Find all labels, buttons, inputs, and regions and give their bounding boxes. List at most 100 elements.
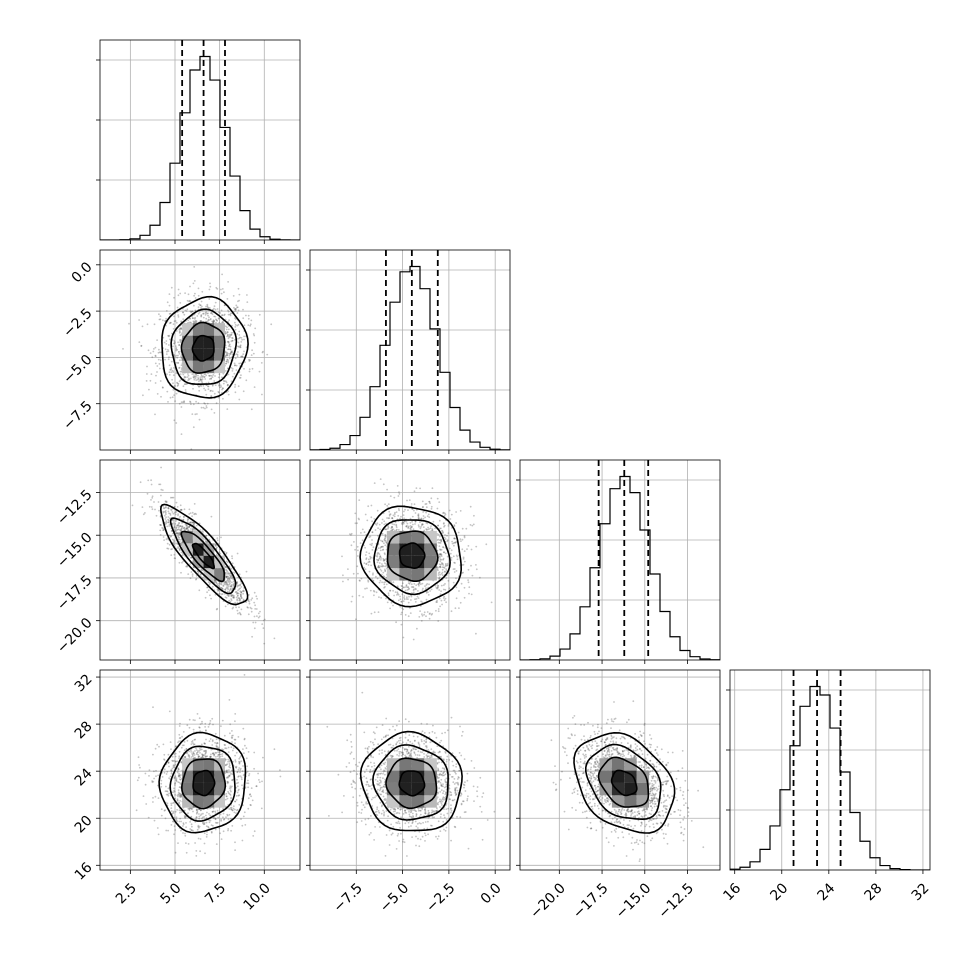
density-cell (624, 770, 637, 783)
density-cell (192, 782, 204, 796)
ytick-label-1-0: −7.5 (60, 398, 95, 433)
panel-frame-3-1 (309, 669, 511, 871)
panel-2-0: −20.0−17.5−15.0−12.5 (54, 459, 301, 664)
xtick-label-3-1: 20 (767, 880, 791, 904)
density-cell (182, 360, 193, 374)
density-cell (424, 555, 437, 569)
panel-frame-2-0 (99, 459, 301, 661)
panel-1-1 (306, 249, 511, 454)
density-cell (203, 782, 215, 796)
contour-3-0-3 (158, 731, 247, 834)
density-cell (203, 568, 215, 581)
density-cell (203, 360, 215, 374)
density-cell (386, 782, 400, 796)
density-cell (203, 348, 215, 361)
xtick-label-2-3: −12.5 (655, 880, 697, 922)
contour-2-1-2 (373, 519, 451, 596)
contour-3-2-3 (573, 731, 676, 834)
panel-frame-2-2 (519, 459, 721, 661)
xtick-label-1-3: 0.0 (478, 880, 505, 907)
histogram-2 (520, 475, 720, 660)
panel-3-2: −20.0 −17.5 −15.0 −12.5 (516, 669, 721, 922)
density-cell (192, 770, 204, 783)
density-cell (203, 770, 215, 783)
contour-3-1-0 (398, 770, 426, 797)
contour-3-2-1 (597, 756, 650, 808)
xtick-label-1-2: −2.5 (423, 880, 458, 915)
density-cell (599, 770, 612, 783)
scatter-1-0 (100, 250, 300, 450)
ytick-label-1-3: 0.0 (69, 259, 96, 286)
xtick-label-1-0: −7.5 (331, 880, 366, 915)
ytick-label-3-2: 24 (72, 765, 96, 789)
contour-3-0-0 (192, 769, 216, 797)
density-cell (386, 555, 400, 569)
contour-2-1-3 (359, 505, 463, 608)
density-cell (624, 795, 637, 808)
density-cell (214, 795, 225, 808)
scatter-3-0 (100, 670, 300, 870)
xtick-label-2-0: −20.0 (527, 880, 569, 922)
histogram-3 (730, 685, 930, 870)
density-cell (214, 770, 225, 783)
contour-1-0-0 (191, 334, 215, 362)
density-cell (424, 758, 437, 771)
density-cell (386, 770, 400, 783)
ytick-label-3-0: 16 (72, 860, 96, 884)
contour-3-1-1 (385, 757, 438, 810)
density-cell (386, 543, 400, 556)
density-cell (411, 568, 425, 581)
panel-frame-3-0 (99, 669, 301, 871)
ytick-label-2-0: −20.0 (54, 615, 96, 657)
contour-3-2-2 (585, 743, 662, 821)
density-cell (424, 530, 437, 544)
panel-0-0 (96, 39, 301, 244)
density-cell (182, 530, 193, 544)
xtick-label-3-2: 24 (815, 880, 839, 904)
panel-3-0: 16 20 24 28 32 2.5 5.0 7.5 10.0 (72, 669, 301, 914)
scatter-2-0 (100, 460, 300, 660)
panel-frame-0-0 (99, 39, 301, 241)
contour-3-1-2 (372, 744, 449, 821)
density-cell (624, 782, 637, 796)
density-cell (214, 335, 225, 349)
density-cell (636, 782, 650, 796)
density-cell (611, 782, 625, 796)
xtick-label-0-3: 10.0 (241, 880, 274, 913)
scatter-2-1 (310, 460, 510, 660)
density-cell (399, 782, 412, 796)
panel-frame-2-1 (309, 459, 511, 661)
density-cell (399, 530, 412, 544)
contour-3-0-2 (169, 745, 236, 822)
xtick-label-2-2: −15.0 (613, 880, 655, 922)
ytick-label-1-2: −2.5 (60, 305, 95, 340)
contour-2-0-0 (191, 542, 216, 570)
density-cell (386, 758, 400, 771)
density-cell (214, 360, 225, 374)
density-cell (182, 323, 193, 336)
density-cell (203, 795, 215, 808)
contour-2-0-3 (159, 503, 249, 606)
panel-frame-3-3 (729, 669, 931, 871)
xtick-label-3-0: 16 (720, 880, 744, 904)
xtick-label-0-0: 2.5 (113, 880, 140, 907)
contour-3-0-1 (180, 758, 227, 810)
xtick-label-1-1: −5.0 (377, 880, 412, 915)
xtick-label-3-3: 28 (862, 880, 886, 904)
ytick-label-3-3: 28 (72, 718, 96, 742)
density-cell (636, 770, 650, 783)
scatter-3-1 (310, 670, 510, 870)
density-cell (636, 795, 650, 808)
density-cell (182, 348, 193, 361)
density-cell (192, 555, 204, 569)
panel-frame-1-1 (309, 249, 511, 451)
density-cell (424, 782, 437, 796)
density-cell (611, 758, 625, 771)
density-cell (411, 530, 425, 544)
contour-1-0-1 (180, 321, 226, 374)
density-cell (611, 770, 625, 783)
density-cell (214, 348, 225, 361)
ytick-label-2-3: −12.5 (54, 487, 96, 529)
xtick-label-2-1: −17.5 (570, 880, 612, 922)
